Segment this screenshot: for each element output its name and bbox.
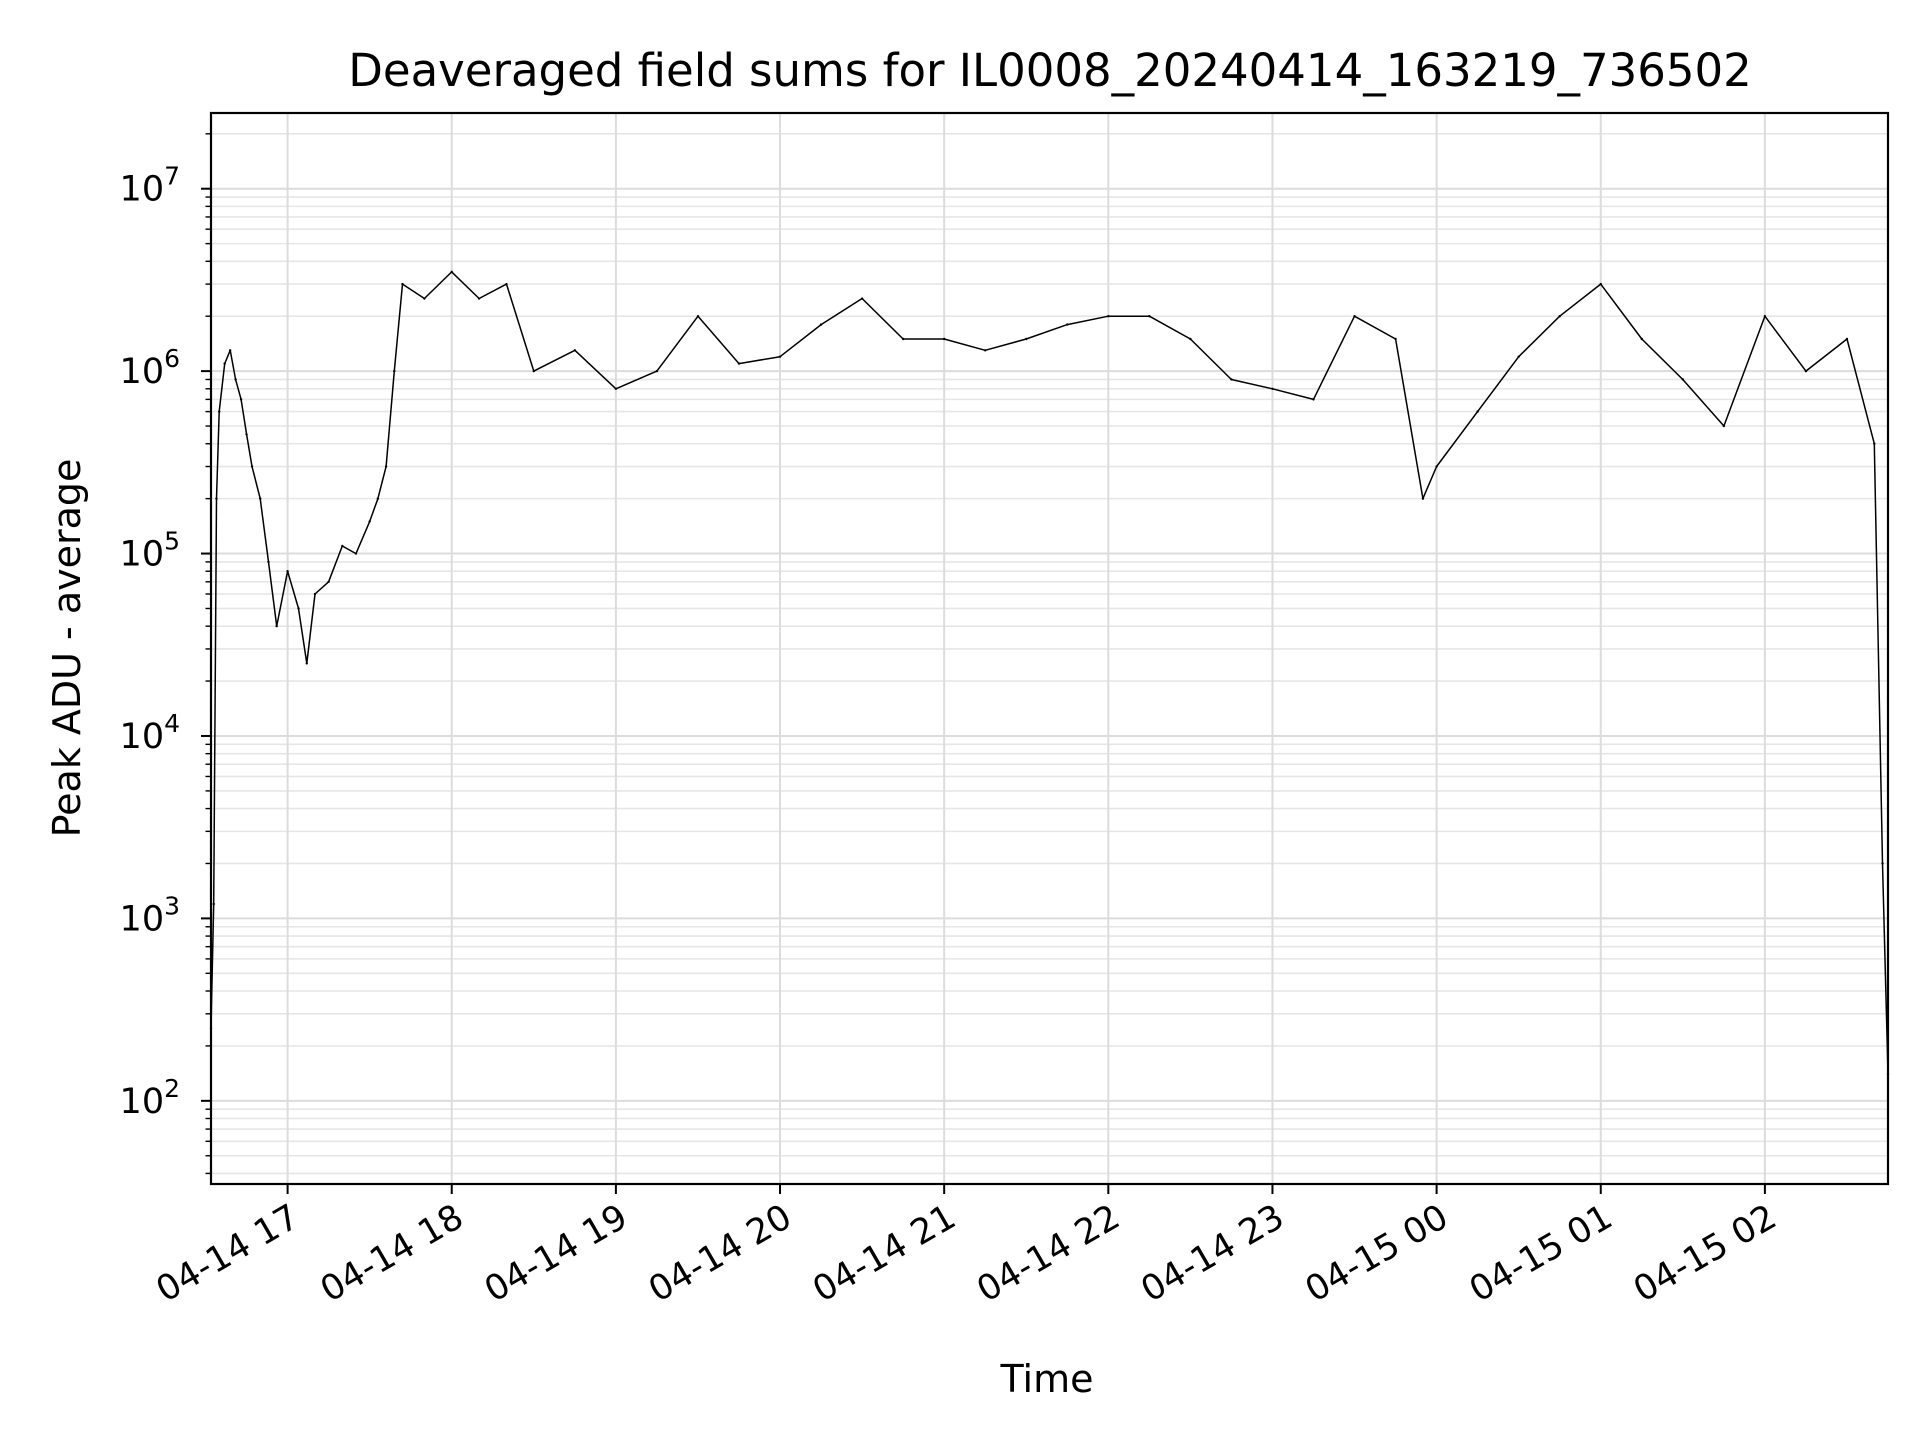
data-point	[778, 355, 782, 358]
data-point	[1804, 369, 1808, 373]
data-point	[1066, 323, 1069, 326]
data-point	[1271, 387, 1274, 391]
data-point	[245, 433, 248, 436]
data-point	[1148, 315, 1151, 318]
data-point	[1763, 315, 1767, 318]
data-point	[573, 349, 577, 352]
data-point	[1394, 337, 1397, 341]
y-axis-label: Peak ADU - average	[45, 459, 89, 838]
data-point	[655, 369, 659, 373]
data-point	[1881, 862, 1884, 865]
data-point	[901, 337, 905, 341]
data-point	[1599, 282, 1602, 286]
series-layer	[209, 270, 1890, 1076]
data-point	[239, 398, 243, 401]
data-point	[234, 378, 237, 381]
data-point	[1517, 355, 1520, 358]
y-tick-label: 106	[120, 344, 180, 392]
data-point	[505, 282, 508, 286]
y-tick-label: 107	[120, 162, 180, 210]
data-point	[737, 362, 741, 365]
data-point	[1107, 315, 1110, 318]
data-point	[423, 297, 426, 300]
data-point	[450, 270, 453, 274]
data-point	[297, 607, 300, 610]
data-point	[696, 315, 700, 318]
data-point	[532, 369, 536, 373]
y-tick-label: 102	[120, 1074, 180, 1122]
data-point	[215, 497, 218, 500]
y-axis: 102 103 104 105 106 107	[120, 133, 211, 1175]
data-point	[401, 282, 404, 286]
data-point	[376, 497, 380, 500]
chart-title: Deaveraged field sums for IL0008_2024041…	[348, 44, 1752, 97]
data-point	[267, 560, 270, 564]
data-point	[1025, 337, 1028, 341]
data-point	[228, 349, 232, 352]
data-point	[984, 349, 987, 352]
y-tick-label: 103	[120, 891, 180, 939]
data-point	[223, 362, 226, 365]
y-tick-label: 105	[120, 527, 180, 575]
data-point	[1681, 378, 1685, 381]
series-line	[210, 271, 1889, 1075]
data-point	[477, 297, 481, 300]
data-point	[218, 410, 221, 413]
data-point	[384, 465, 388, 468]
x-axis-label: Time	[1000, 1357, 1094, 1401]
data-point	[286, 570, 289, 573]
data-point	[1873, 442, 1876, 445]
data-point	[614, 387, 618, 391]
data-point	[1722, 424, 1726, 428]
data-point	[275, 624, 278, 628]
data-point	[341, 544, 344, 548]
grid	[211, 113, 1888, 1184]
data-point	[1845, 337, 1849, 341]
data-point	[393, 369, 396, 373]
data-point	[327, 580, 330, 584]
data-point	[259, 497, 262, 500]
data-point	[1640, 337, 1643, 341]
data-point	[1421, 497, 1425, 500]
data-point	[313, 592, 317, 596]
data-point	[1353, 315, 1356, 318]
data-point	[250, 465, 254, 468]
data-point	[1558, 315, 1561, 318]
y-tick-label: 104	[120, 709, 180, 757]
data-point	[1230, 378, 1233, 381]
data-point	[942, 337, 946, 341]
data-point	[1435, 465, 1438, 468]
data-point	[860, 297, 864, 300]
data-point	[1476, 410, 1479, 413]
data-point	[305, 662, 308, 665]
data-point	[354, 552, 358, 555]
data-point	[368, 520, 371, 523]
data-point	[1312, 398, 1315, 401]
data-point	[1189, 337, 1192, 341]
data-point	[819, 323, 823, 326]
data-point	[212, 902, 215, 906]
